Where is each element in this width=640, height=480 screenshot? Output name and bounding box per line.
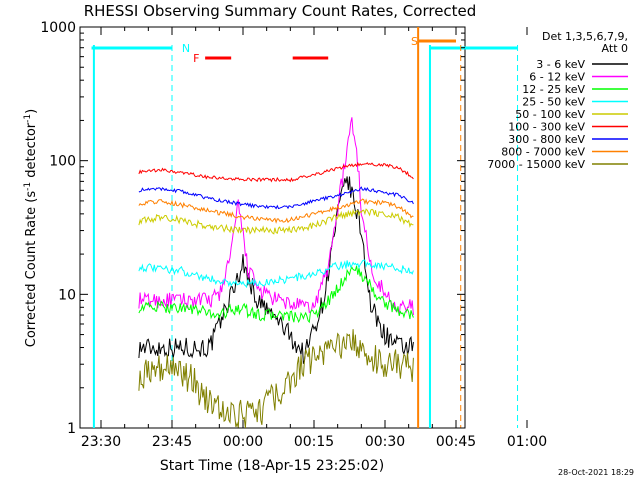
x-tick-label: 00:15 bbox=[294, 434, 334, 450]
legend-entry-label: 100 - 300 keV bbox=[508, 121, 585, 134]
series-line-7 bbox=[138, 198, 414, 224]
x-axis-label: Start Time (18-Apr-15 23:25:02) bbox=[160, 458, 384, 474]
legend-entry-label: 7000 - 15000 keV bbox=[487, 158, 585, 171]
y-axis-label: Corrected Count Rate (s-1 detector-1) bbox=[23, 109, 39, 347]
y-tick-label: 1000 bbox=[40, 20, 76, 36]
y-tick-label: 1 bbox=[67, 421, 76, 437]
series-line-8 bbox=[138, 329, 414, 429]
legend-header-line1: Det 1,3,5,6,7,9, bbox=[542, 30, 628, 43]
series-line-1 bbox=[138, 117, 414, 316]
x-tick-label: 00:00 bbox=[223, 434, 263, 450]
legend-entry-label: 300 - 800 keV bbox=[508, 133, 585, 146]
x-tick-label: 01:00 bbox=[507, 434, 547, 450]
series-layer bbox=[138, 117, 414, 429]
chart-title: RHESSI Observing Summary Count Rates, Co… bbox=[84, 2, 477, 20]
x-tick-label: 00:30 bbox=[365, 434, 405, 450]
plot-frame bbox=[79, 26, 466, 429]
saa-label: S bbox=[411, 35, 418, 48]
legend-header-line2: Att 0 bbox=[602, 42, 628, 55]
flare-label: F bbox=[193, 52, 199, 65]
axes-layer: 23:30 23:45 00:00 00:15 00:30 00:45 01:00 1 10 10… bbox=[40, 20, 547, 450]
legend-entry-label: 12 - 25 keV bbox=[522, 83, 585, 96]
annotation-layer: F S N bbox=[91, 27, 519, 428]
series-line-5 bbox=[138, 161, 414, 183]
footer-date: 28-Oct-2021 18:29 bbox=[558, 468, 634, 477]
series-line-4 bbox=[138, 208, 414, 235]
x-tick-label: 23:45 bbox=[152, 434, 192, 450]
series-line-2 bbox=[138, 265, 414, 324]
night-label: N bbox=[182, 42, 190, 55]
y-tick-label: 100 bbox=[49, 154, 76, 170]
x-tick-label: 23:30 bbox=[81, 434, 121, 450]
series-line-3 bbox=[138, 259, 414, 289]
legend-entry-label: 6 - 12 keV bbox=[529, 71, 585, 84]
legend-entry-label: 25 - 50 keV bbox=[522, 96, 585, 109]
series-line-6 bbox=[138, 186, 414, 210]
y-tick-label: 10 bbox=[58, 287, 76, 303]
legend-entry-label: 50 - 100 keV bbox=[515, 108, 585, 121]
series-line-0 bbox=[138, 176, 414, 364]
x-tick-label: 00:45 bbox=[436, 434, 476, 450]
legend-entry-label: 3 - 6 keV bbox=[536, 58, 585, 71]
legend-entry-label: 800 - 7000 keV bbox=[501, 146, 585, 159]
